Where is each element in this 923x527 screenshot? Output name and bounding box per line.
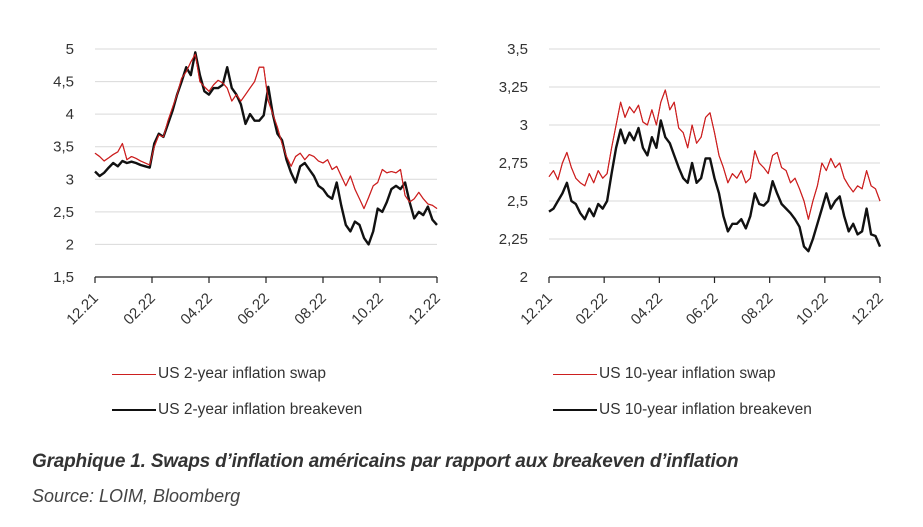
x-tick-label: 04.22	[177, 290, 216, 329]
legend-label: US 10-year inflation breakeven	[599, 401, 812, 418]
x-tick-label: 12.22	[405, 290, 444, 329]
x-tick-label: 12.21	[517, 290, 556, 329]
y-tick-label: 3	[520, 117, 528, 134]
y-tick-label: 3,5	[507, 41, 528, 58]
legend-item-10y-breakeven: US 10-year inflation breakeven	[553, 401, 812, 419]
y-tick-label: 5	[66, 41, 74, 58]
series-line-2y-swap-overlay	[94, 53, 438, 210]
x-tick-label: 10.22	[793, 290, 832, 329]
legend-label: US 2-year inflation swap	[158, 365, 326, 382]
legend-item-10y-swap: US 10-year inflation swap	[553, 365, 776, 383]
x-tick-label: 04.22	[628, 290, 667, 329]
x-tick-label: 12.22	[848, 290, 887, 329]
x-tick-label: 02.22	[572, 290, 611, 329]
y-tick-label: 2,75	[499, 155, 528, 172]
legend-item-2y-swap: US 2-year inflation swap	[112, 365, 326, 383]
legend-swatch-red	[112, 373, 156, 375]
series-line-10y-swap	[548, 89, 881, 220]
source-note: Source: LOIM, Bloomberg	[32, 486, 241, 506]
legend-label: US 2-year inflation breakeven	[158, 401, 363, 418]
legend-item-2y-breakeven: US 2-year inflation breakeven	[112, 401, 362, 419]
x-tick-label: 08.22	[738, 290, 777, 329]
x-tick-label: 06.22	[683, 290, 722, 329]
legend-label: US 10-year inflation swap	[599, 365, 776, 382]
legend-swatch-black	[112, 409, 156, 411]
y-tick-label: 2	[66, 236, 74, 253]
chart-2-year: 1,5 2 2,5 3 3,5 4 4,5 5 12.21 02.22 04.22 06.22 08.2…	[53, 41, 444, 329]
x-tick-label: 06.22	[234, 290, 273, 329]
y-tick-label: 3,25	[499, 79, 528, 96]
y-tick-label: 4	[66, 106, 74, 123]
y-tick-label: 4,5	[53, 74, 74, 91]
y-tick-label: 3,5	[53, 139, 74, 156]
x-tick-label: 02.22	[120, 290, 159, 329]
legend-swatch-black	[553, 409, 597, 411]
y-tick-label: 3	[66, 171, 74, 188]
series-line-10y-breakeven	[548, 119, 882, 253]
x-tick-label: 10.22	[348, 290, 387, 329]
series-line-2y-swap	[94, 53, 438, 210]
x-tick-label: 12.21	[63, 290, 102, 329]
chart-10-year: 2 2,25 2,5 2,75 3 3,25 3,5 12.21 02.22 04.22 06.22…	[499, 41, 887, 329]
y-tick-label: 1,5	[53, 269, 74, 286]
series-line-10y-swap-overlay	[548, 89, 881, 220]
legend-swatch-red	[553, 373, 597, 375]
y-tick-label: 2,5	[53, 204, 74, 221]
y-tick-label: 2	[520, 269, 528, 286]
figure-caption: Graphique 1. Swaps d’inflation américain…	[32, 451, 739, 472]
y-tick-label: 2,5	[507, 193, 528, 210]
x-tick-label: 08.22	[291, 290, 330, 329]
y-tick-label: 2,25	[499, 231, 528, 248]
